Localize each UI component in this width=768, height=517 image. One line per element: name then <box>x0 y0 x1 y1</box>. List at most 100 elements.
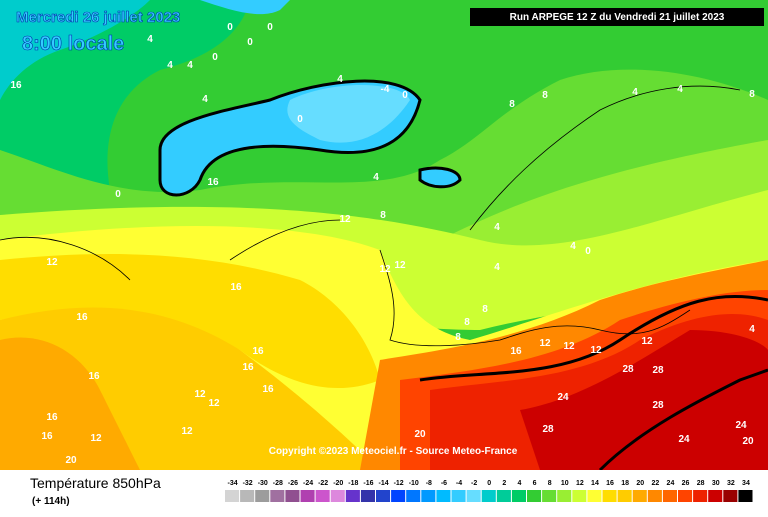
contour-label: 8 <box>380 210 386 221</box>
contour-label: 12 <box>379 264 391 275</box>
contour-label: 8 <box>482 304 488 315</box>
colorbar-swatch <box>527 490 542 502</box>
contour-label: 4 <box>494 262 500 273</box>
contour-label: 16 <box>88 371 100 382</box>
colorbar-label: -18 <box>348 480 358 487</box>
contour-label: 4 <box>677 84 683 95</box>
contour-label: 0 <box>212 52 218 63</box>
colorbar-label: 16 <box>606 480 614 487</box>
colorbar-label: 34 <box>742 480 750 487</box>
contour-label: 4 <box>187 60 193 71</box>
contour-label: 0 <box>247 37 253 48</box>
colorbar-label: -16 <box>363 480 373 487</box>
colorbar-label: -28 <box>273 480 283 487</box>
contour-label: 12 <box>194 389 206 400</box>
colorbar-label: 30 <box>712 480 720 487</box>
colorbar-swatch <box>285 490 300 502</box>
contour-label: 12 <box>181 426 193 437</box>
contour-label: 0 <box>267 22 273 33</box>
colorbar-swatch <box>330 490 345 502</box>
colorbar-swatch <box>345 490 360 502</box>
contour-label: 8 <box>542 90 548 101</box>
colorbar-swatch <box>360 490 375 502</box>
contour-label: 12 <box>641 336 653 347</box>
colorbar-label: 0 <box>487 480 491 487</box>
contour-label: 28 <box>542 424 554 435</box>
contour-label: 4 <box>570 241 576 252</box>
contour-label: 16 <box>230 282 242 293</box>
contour-label: 24 <box>735 420 747 431</box>
contour-label: 12 <box>563 341 575 352</box>
date-text: Mercredi 26 juillet 2023 <box>16 9 180 26</box>
colorbar-swatch <box>511 490 526 502</box>
colorbar-swatch <box>708 490 723 502</box>
colorbar-swatch <box>315 490 330 502</box>
contour-label: 12 <box>90 433 102 444</box>
contour-label: 12 <box>208 398 220 409</box>
contour-label: 20 <box>742 436 754 447</box>
contour-label: 0 <box>297 114 303 125</box>
contours <box>158 79 768 472</box>
contour-label: 4 <box>632 87 638 98</box>
colorbar-swatch <box>617 490 632 502</box>
contour-label: 24 <box>557 392 569 403</box>
contour-label: 12 <box>539 338 551 349</box>
colorbar-swatch <box>632 490 647 502</box>
colorbar-swatch <box>406 490 421 502</box>
colorbar-label: 8 <box>548 480 552 487</box>
colorbar-label: 4 <box>517 480 521 487</box>
contour-label: 12 <box>46 257 58 268</box>
contour-label: 4 <box>337 74 343 85</box>
contour-label: 8 <box>509 99 515 110</box>
colorbar-swatch <box>421 490 436 502</box>
run-text: Run ARPEGE 12 Z du Vendredi 21 juillet 2… <box>510 12 725 23</box>
colorbar-swatch <box>678 490 693 502</box>
contour-label: 4 <box>147 34 153 45</box>
colorbar-swatch <box>602 490 617 502</box>
contour-label: 16 <box>41 431 53 442</box>
colorbar-label: 22 <box>651 480 659 487</box>
contour-label: 16 <box>46 412 58 423</box>
colorbar-swatch <box>255 490 270 502</box>
contour-label: 16 <box>207 177 219 188</box>
colorbar-swatch <box>496 490 511 502</box>
colorbar-swatch <box>587 490 602 502</box>
contour-label: 0 <box>115 189 121 200</box>
contour-label: 12 <box>339 214 351 225</box>
run-box <box>470 8 764 26</box>
colorbar-label: 10 <box>561 480 569 487</box>
contour-label: 4 <box>202 94 208 105</box>
contour-label: 28 <box>652 365 664 376</box>
colorbar-label: 6 <box>533 480 537 487</box>
colorbar-label: 18 <box>621 480 629 487</box>
contour-label: 0 <box>585 246 591 257</box>
contour-label: 8 <box>464 317 470 328</box>
colorbar-swatch <box>557 490 572 502</box>
colorbar-label: -24 <box>303 480 313 487</box>
colorbar-label: -12 <box>394 480 404 487</box>
contour-label: 20 <box>65 455 77 466</box>
contour-label: 20 <box>414 429 426 440</box>
colorbar-label: -26 <box>288 480 298 487</box>
contour-label: 0 <box>227 22 233 33</box>
colorbar-label: 26 <box>682 480 690 487</box>
colorbar-label: -22 <box>318 480 328 487</box>
time-text: 8:00 locale <box>22 33 124 55</box>
contour-label: 12 <box>590 345 602 356</box>
colorbar-swatch <box>481 490 496 502</box>
colorbar-label: -20 <box>333 480 343 487</box>
colorbar-swatch <box>391 490 406 502</box>
colorbar-label: 24 <box>667 480 675 487</box>
colorbar-swatch <box>451 490 466 502</box>
contour-label: -4 <box>381 84 390 95</box>
colorbar-swatch <box>270 490 285 502</box>
contour-label: 16 <box>76 312 88 323</box>
contour-label: 12 <box>394 260 406 271</box>
colorbar-label: -34 <box>227 480 237 487</box>
colorbar-swatch <box>436 490 451 502</box>
contour-label: 0 <box>402 90 408 101</box>
footer-title: Température 850hPa <box>30 475 161 491</box>
colorbar-label: -14 <box>378 480 388 487</box>
